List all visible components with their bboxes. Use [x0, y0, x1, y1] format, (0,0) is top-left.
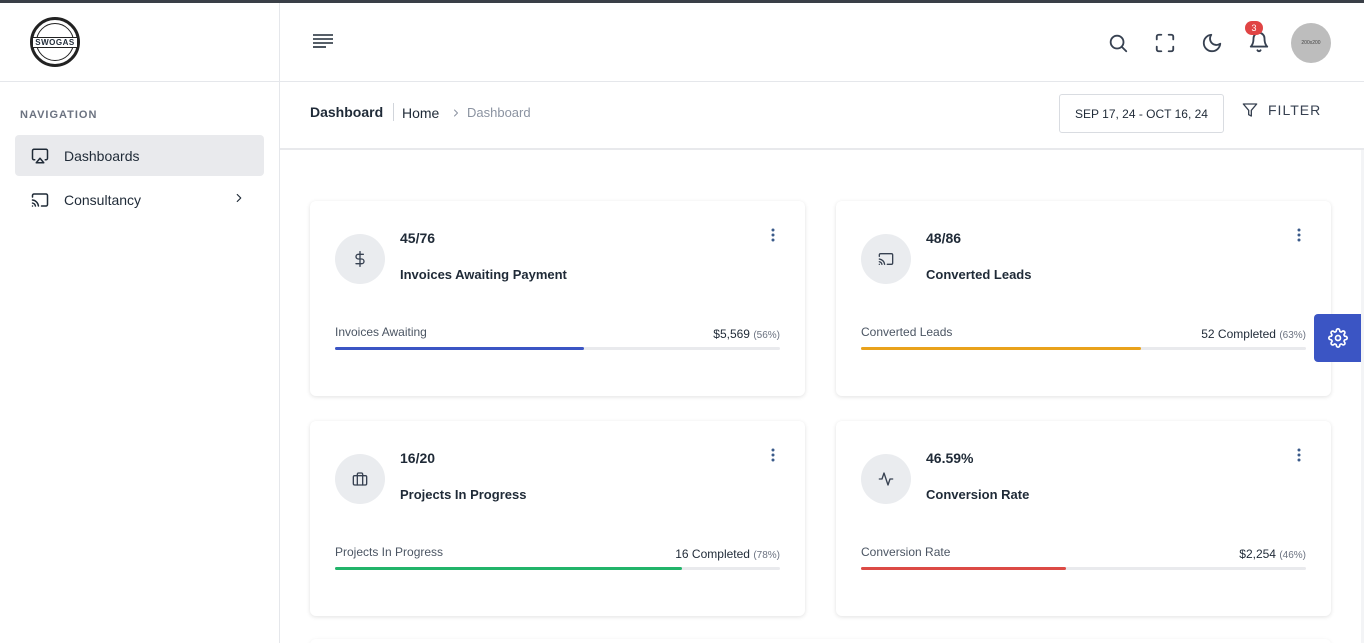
breadcrumb-home[interactable]: Home — [402, 105, 440, 121]
gear-icon — [1327, 328, 1348, 348]
card-value: 48/86 — [926, 230, 962, 246]
card-sublabel: Projects In Progress — [335, 545, 444, 559]
progress-fill — [335, 567, 683, 570]
progress-bar — [861, 567, 1306, 570]
logo-text: SWOGAS — [32, 36, 78, 48]
more-vertical-icon[interactable] — [1297, 228, 1301, 247]
card-label: Conversion Rate — [926, 487, 1030, 502]
progress-bar — [335, 567, 780, 570]
sidebar-item-label: Consultancy — [64, 191, 142, 208]
chevron-right-icon — [232, 191, 246, 208]
airplay-icon — [30, 146, 50, 166]
avatar[interactable]: 200x200 — [1291, 23, 1331, 63]
progress-fill — [861, 567, 1066, 570]
card-stat-value: $2,254 — [1239, 547, 1276, 561]
breadcrumb-current: Dashboard — [467, 105, 531, 120]
nav-heading: NAVIGATION — [20, 109, 98, 121]
card-stat-percent: (46%) — [1279, 550, 1306, 561]
scrollbar-track[interactable] — [1361, 3, 1364, 643]
cast-icon — [861, 234, 911, 284]
filter-icon — [1242, 103, 1258, 117]
next-card-edge — [310, 639, 1331, 643]
more-vertical-icon[interactable] — [1297, 448, 1301, 467]
search-icon[interactable] — [1107, 32, 1129, 54]
stat-card-invoices: 45/76 Invoices Awaiting Payment Invoices… — [310, 201, 805, 396]
settings-toggle[interactable] — [1314, 314, 1361, 362]
card-label: Converted Leads — [926, 267, 1032, 282]
more-vertical-icon[interactable] — [771, 448, 775, 467]
dollar-icon — [335, 234, 385, 284]
sidebar-item-consultancy[interactable]: Consultancy — [15, 179, 264, 220]
card-label: Invoices Awaiting Payment — [400, 267, 567, 282]
card-stat-percent: (78%) — [753, 550, 780, 561]
filter-label: FILTER — [1268, 102, 1322, 118]
briefcase-icon — [335, 454, 385, 504]
stat-card-conversion: 46.59% Conversion Rate Conversion Rate $… — [836, 421, 1331, 616]
logo[interactable]: SWOGAS — [30, 17, 80, 67]
notification-badge: 3 — [1245, 21, 1263, 35]
card-stat: 52 Completed (63%) — [1201, 327, 1306, 341]
activity-icon — [861, 454, 911, 504]
progress-fill — [335, 347, 585, 350]
page-header: Dashboard Home Dashboard SEP 17, 24 - OC… — [280, 82, 1364, 150]
sidebar: SWOGAS NAVIGATION Dashboards Consultancy — [0, 3, 280, 643]
stat-card-leads: 48/86 Converted Leads Converted Leads 52… — [836, 201, 1331, 396]
card-sublabel: Conversion Rate — [861, 545, 951, 559]
more-vertical-icon[interactable] — [771, 228, 775, 247]
card-stat-percent: (63%) — [1279, 330, 1306, 341]
progress-fill — [861, 347, 1142, 350]
page-title: Dashboard — [310, 104, 384, 120]
progress-bar — [861, 347, 1306, 350]
logo-area: SWOGAS — [0, 3, 279, 82]
card-sublabel: Invoices Awaiting — [335, 325, 427, 339]
title-divider — [393, 103, 394, 121]
card-stat-value: 52 Completed — [1201, 327, 1276, 341]
progress-bar — [335, 347, 780, 350]
card-stat: $5,569 (56%) — [713, 327, 780, 341]
menu-icon[interactable] — [312, 33, 334, 56]
topbar: 3 200x200 — [280, 3, 1364, 82]
card-stat-value: $5,569 — [713, 327, 750, 341]
card-value: 45/76 — [400, 230, 436, 246]
card-value: 16/20 — [400, 450, 436, 466]
filter-button[interactable]: FILTER — [1242, 102, 1321, 118]
card-stat: 16 Completed (78%) — [675, 547, 780, 561]
date-range-button[interactable]: SEP 17, 24 - OCT 16, 24 — [1059, 94, 1224, 133]
moon-icon[interactable] — [1201, 32, 1223, 54]
card-stat-value: 16 Completed — [675, 547, 750, 561]
chevron-right-icon — [450, 106, 462, 124]
sidebar-item-dashboards[interactable]: Dashboards — [15, 135, 264, 176]
sidebar-item-label: Dashboards — [64, 147, 140, 164]
card-value: 46.59% — [926, 450, 974, 466]
card-stat: $2,254 (46%) — [1239, 547, 1306, 561]
card-sublabel: Converted Leads — [861, 325, 953, 339]
card-stat-percent: (56%) — [753, 330, 780, 341]
stat-card-projects: 16/20 Projects In Progress Projects In P… — [310, 421, 805, 616]
cast-icon — [30, 190, 50, 210]
card-label: Projects In Progress — [400, 487, 527, 502]
fullscreen-icon[interactable] — [1154, 32, 1176, 54]
